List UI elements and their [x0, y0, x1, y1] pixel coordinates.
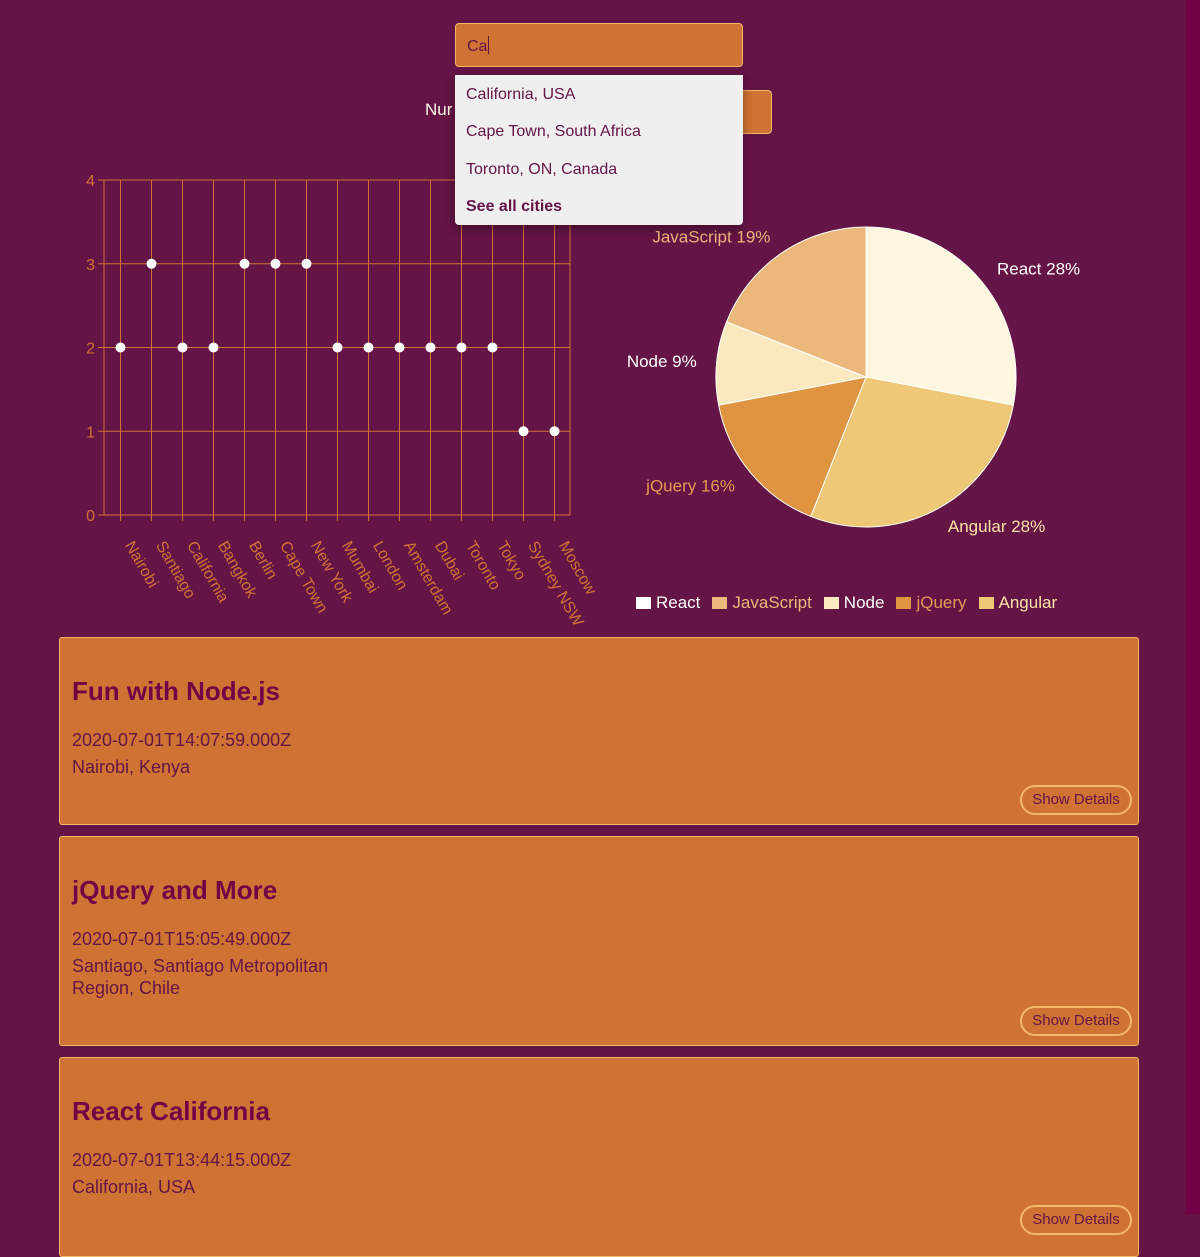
event-location: Santiago, Santiago Metropolitan Region, …	[72, 956, 329, 998]
suggestion-item[interactable]: California, USA	[466, 86, 576, 103]
scatter-point[interactable]	[115, 342, 126, 353]
event-location: California, USA	[72, 1177, 196, 1197]
scatter-point[interactable]	[301, 258, 312, 269]
text-caret	[488, 36, 490, 54]
scatter-point[interactable]	[239, 258, 250, 269]
scatter-point[interactable]	[270, 258, 281, 269]
event-title: jQuery and More	[72, 875, 278, 905]
y-tick-label: 4	[86, 173, 95, 190]
event-card: React California 2020-07-01T13:44:15.000…	[59, 1057, 1139, 1257]
legend-label: JavaScript	[732, 593, 812, 612]
legend-label: React	[656, 593, 701, 612]
event-card: Fun with Node.js 2020-07-01T14:07:59.000…	[59, 637, 1139, 825]
scatter-point[interactable]	[177, 342, 188, 353]
see-all-cities-item[interactable]: See all cities	[466, 198, 563, 215]
pie-legend: React JavaScript Node jQuery Angular	[636, 592, 1069, 614]
scatter-point[interactable]	[487, 342, 498, 353]
legend-label: jQuery	[916, 593, 967, 612]
pie-slice[interactable]	[715, 321, 868, 406]
pie-slice-label: React 28%	[997, 260, 1080, 279]
legend-swatch	[978, 597, 994, 609]
events-per-city-scatter-chart: 01234NairobiSantiagoCaliforniaBangkokBer…	[86, 173, 599, 630]
scatter-point[interactable]	[394, 342, 405, 353]
genre-pie-chart: React 28% Angular 28% jQuery 16% Node 9% Jav…	[627, 226, 1080, 536]
scatter-point[interactable]	[518, 426, 529, 437]
legend-item[interactable]: JavaScript	[712, 593, 812, 613]
event-date: 2020-07-01T15:05:49.000Z	[72, 929, 292, 949]
scatter-point[interactable]	[146, 258, 157, 269]
y-tick-label: 1	[86, 424, 95, 441]
scatter-point[interactable]	[425, 342, 436, 353]
number-of-events-label: Nur	[425, 100, 453, 119]
event-title: Fun with Node.js	[72, 676, 280, 706]
legend-label: Node	[843, 593, 885, 612]
show-details-button[interactable]: Show Details	[1020, 1006, 1132, 1036]
legend-item[interactable]: Node	[823, 593, 885, 613]
event-card: jQuery and More 2020-07-01T15:05:49.000Z…	[59, 836, 1139, 1046]
legend-item[interactable]: Angular	[978, 593, 1058, 613]
legend-swatch	[823, 597, 839, 609]
pie-slice[interactable]	[725, 226, 867, 378]
number-of-events-input[interactable]	[738, 90, 772, 134]
pie-slice-label: JavaScript 19%	[652, 227, 770, 246]
legend-swatch	[712, 597, 728, 609]
event-title: React California	[72, 1096, 270, 1126]
pie-slice[interactable]	[810, 376, 1014, 528]
window-edge	[1186, 0, 1200, 1214]
legend-item[interactable]: jQuery	[896, 593, 967, 613]
show-details-button[interactable]: Show Details	[1020, 1205, 1132, 1235]
scatter-point[interactable]	[332, 342, 343, 353]
y-tick-label: 3	[86, 257, 95, 274]
scatter-point[interactable]	[456, 342, 467, 353]
scatter-point[interactable]	[363, 342, 374, 353]
suggestion-item[interactable]: Cape Town, South Africa	[466, 123, 641, 140]
suggestions-dropdown: California, USA Cape Town, South Africa …	[455, 75, 743, 225]
event-date: 2020-07-01T14:07:59.000Z	[72, 730, 292, 750]
legend-label: Angular	[998, 593, 1058, 612]
event-date: 2020-07-01T13:44:15.000Z	[72, 1150, 292, 1170]
y-tick-label: 2	[86, 341, 95, 358]
scatter-point[interactable]	[208, 342, 219, 353]
suggestion-item[interactable]: Toronto, ON, Canada	[466, 161, 618, 178]
show-details-button[interactable]: Show Details	[1020, 785, 1132, 815]
event-location: Nairobi, Kenya	[72, 757, 191, 777]
legend-swatch	[896, 597, 912, 609]
pie-slice[interactable]	[865, 226, 1017, 406]
y-tick-label: 0	[86, 508, 95, 525]
search-input-value: Ca	[467, 38, 488, 55]
legend-swatch	[636, 597, 651, 609]
pie-slice-label: Angular 28%	[948, 517, 1045, 536]
legend-item[interactable]: React	[636, 593, 700, 613]
pie-slice[interactable]	[718, 376, 867, 518]
pie-slice-label: Node 9%	[627, 352, 697, 371]
city-search-input[interactable]: Ca	[455, 23, 743, 67]
pie-slice-label: jQuery 16%	[645, 476, 735, 495]
scatter-point[interactable]	[549, 426, 560, 437]
